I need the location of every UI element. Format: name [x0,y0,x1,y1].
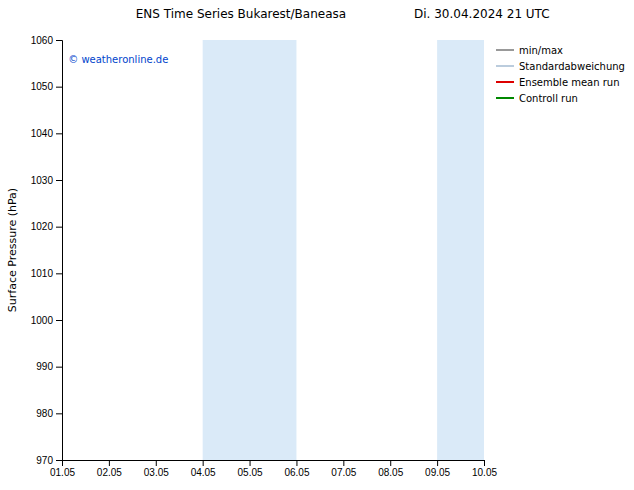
y-tick: 1020 [31,221,62,232]
x-tick: 03.05 [144,460,169,478]
x-tick-label: 07.05 [331,467,356,478]
y-tick-mark [56,180,62,181]
plot: 01.05 02.05 03.05 04.05 05.05 06.05 07.05 08.05… [31,35,498,478]
x-tick: 08.05 [378,460,403,478]
x-tick-mark [484,460,485,466]
y-axis-line [56,41,63,461]
x-tick-label: 04.05 [191,467,216,478]
shaded-region [203,40,297,460]
shaded-region [437,40,484,460]
y-tick-label: 1010 [31,268,54,279]
x-tick-mark [296,460,297,466]
y-tick-label: 1030 [31,175,54,186]
x-tick-mark [437,460,438,466]
x-tick-mark [390,460,391,466]
x-tick-label: 06.05 [284,467,309,478]
legend-item: Standardabweichung [496,61,625,72]
x-tick-label: 08.05 [378,467,403,478]
y-tick-mark [56,227,62,228]
legend: min/max Standardabweichung Ensemble mean r… [496,45,625,104]
x-axis-line [63,461,485,467]
x-tick: 04.05 [191,460,216,478]
x-tick-mark [109,460,110,466]
x-tick-mark [343,460,344,466]
y-tick-mark [56,133,62,134]
legend-swatch [496,65,514,67]
y-tick-mark [56,413,62,414]
x-tick: 05.05 [238,460,263,478]
legend-swatch [496,81,514,83]
y-tick-label: 1000 [31,315,54,326]
y-tick-mark [56,40,62,41]
y-tick-mark [56,320,62,321]
x-tick-label: 05.05 [238,467,263,478]
legend-swatch [496,97,514,99]
y-tick: 1030 [31,175,62,186]
x-tick-mark [203,460,204,466]
legend-item: Ensemble mean run [496,77,620,88]
subtitle: Di. 30.04.2024 21 UTC [414,7,550,21]
y-axis-title: Surface Pressure (hPa) [6,188,19,312]
x-tick-mark [250,460,251,466]
legend-label: Ensemble mean run [519,77,620,88]
x-tick-label: 02.05 [97,467,122,478]
y-tick-label: 980 [36,408,53,419]
y-tick-label: 1060 [31,35,54,46]
x-tick-label: 10.05 [472,467,497,478]
x-tick: 01.05 [50,460,75,478]
legend-item: min/max [496,45,563,56]
marks [203,40,484,460]
y-tick: 1000 [31,315,62,326]
chart: ENS Time Series Bukarest/Baneasa Di. 30.0… [0,0,634,490]
legend-label: Standardabweichung [519,61,625,72]
y-tick: 1050 [31,81,62,92]
y-tick-label: 1040 [31,128,54,139]
y-tick: 1010 [31,268,62,279]
annotation: © weatheronline.de [68,54,168,65]
legend-label: Controll run [519,93,578,104]
x-tick: 07.05 [331,460,356,478]
y-axis: 970 980 990 1000 1010 1020 1030 1040 1050 1060 [31,35,63,466]
y-tick-mark [56,367,62,368]
x-tick-label: 09.05 [425,467,450,478]
y-tick-label: 990 [36,361,53,372]
y-tick: 1040 [31,128,62,139]
y-tick-mark [56,87,62,88]
title: ENS Time Series Bukarest/Baneasa [136,7,346,21]
y-tick: 1060 [31,35,62,46]
x-tick-label: 01.05 [50,467,75,478]
x-tick: 10.05 [472,460,497,478]
y-tick: 990 [36,361,62,372]
y-tick-label: 970 [36,455,53,466]
x-tick-mark [156,460,157,466]
x-tick: 09.05 [425,460,450,478]
y-tick: 970 [36,455,62,466]
x-tick-label: 03.05 [144,467,169,478]
x-axis: 01.05 02.05 03.05 04.05 05.05 06.05 07.05 08.05… [50,460,497,478]
y-tick: 980 [36,408,62,419]
x-tick: 02.05 [97,460,122,478]
y-tick-mark [56,460,62,461]
y-tick-mark [56,273,62,274]
x-tick: 06.05 [284,460,309,478]
y-tick-label: 1020 [31,221,54,232]
legend-swatch [496,49,514,51]
legend-label: min/max [519,45,563,56]
legend-item: Controll run [496,93,578,104]
y-tick-label: 1050 [31,81,54,92]
